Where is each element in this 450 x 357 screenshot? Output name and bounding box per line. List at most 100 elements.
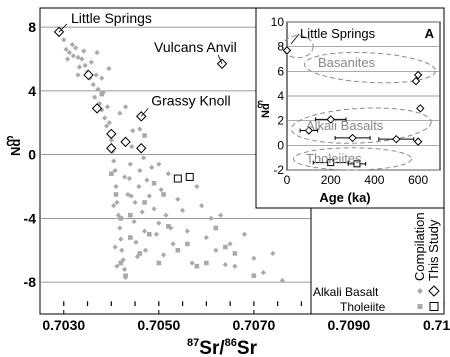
inset-x-tick-label: 600: [408, 173, 428, 187]
inset-y-tick-label: 6: [277, 64, 284, 78]
point-compilation-alkali-basalt: [170, 241, 176, 247]
point-compilation-alkali-basalt: [208, 215, 214, 221]
legend-header-compilation: Compilation: [412, 212, 427, 281]
point-study-alkali-basalt: [120, 136, 131, 148]
inset-y-axis-label-subscript: Nd: [260, 103, 272, 118]
point-study-tholeiite: [173, 174, 182, 183]
point-compilation-tholeiite: [194, 263, 200, 269]
legend: Compilation This Study Alkali Basalt Tho…: [310, 207, 445, 315]
main-y-tick-label: 4: [28, 83, 36, 99]
x-label-sr1: Sr/: [199, 338, 225, 357]
point-compilation-alkali-basalt: [76, 64, 83, 70]
main-x-tick-label: 0.7090: [328, 317, 371, 333]
point-compilation-alkali-basalt: [146, 193, 152, 199]
point-compilation-alkali-basalt: [90, 81, 96, 88]
point-compilation-alkali-basalt: [133, 239, 139, 245]
point-compilation-alkali-basalt: [165, 171, 171, 177]
point-compilation-alkali-basalt: [175, 196, 181, 202]
point-compilation-alkali-basalt: [137, 167, 143, 174]
inset-point-alkali-basalt: [392, 134, 401, 144]
inset-annotation-label: Tholeiites: [306, 151, 362, 166]
inset-point-tholeiite: [327, 159, 335, 167]
point-compilation-tholeiite: [161, 192, 166, 197]
point-compilation-alkali-basalt: [112, 244, 118, 250]
point-compilation-alkali-basalt: [92, 94, 98, 100]
point-compilation-tholeiite: [108, 171, 114, 177]
inset-y-tick-label: 4: [277, 89, 284, 103]
inset-panel-label: A: [425, 26, 435, 41]
point-compilation-alkali-basalt: [141, 228, 148, 234]
point-compilation-alkali-basalt: [270, 250, 276, 257]
point-study-alkali-basalt: [216, 58, 228, 69]
point-compilation-alkali-basalt: [194, 183, 200, 190]
point-compilation-alkali-basalt: [179, 207, 186, 214]
inset-field-ellipse: [304, 51, 437, 84]
point-compilation-alkali-basalt: [117, 110, 123, 116]
point-compilation-tholeiite: [166, 224, 171, 229]
annotation-leader-line: [217, 54, 223, 64]
point-compilation-alkali-basalt: [93, 72, 99, 78]
main-y-tick-label: -4: [24, 210, 37, 226]
point-compilation-alkali-basalt: [160, 252, 167, 258]
point-compilation-tholeiite: [151, 181, 157, 186]
point-compilation-alkali-basalt: [130, 128, 136, 134]
point-study-alkali-basalt: [136, 143, 147, 154]
point-compilation-tholeiite: [137, 251, 143, 256]
point-compilation-alkali-basalt: [151, 206, 157, 212]
point-compilation-tholeiite: [99, 91, 105, 97]
point-compilation-alkali-basalt: [218, 212, 224, 218]
point-compilation-alkali-basalt: [119, 247, 125, 253]
point-compilation-alkali-basalt: [132, 199, 138, 206]
inset-y-tick-label: 8: [277, 40, 284, 54]
point-compilation-tholeiite: [118, 216, 124, 221]
point-compilation-alkali-basalt: [153, 231, 160, 237]
point-compilation-alkali-basalt: [114, 199, 120, 206]
main-data-points: [53, 26, 285, 284]
inset-field-ellipses: [282, 35, 437, 171]
point-compilation-alkali-basalt: [222, 261, 228, 268]
inset-point-alkali-basalt: [326, 115, 335, 124]
inset-y-tick-label: -2: [273, 163, 284, 177]
main-x-tick-label: 0.7070: [232, 317, 275, 333]
point-compilation-alkali-basalt: [131, 218, 137, 225]
point-compilation-alkali-basalt: [79, 56, 85, 62]
legend-box: [310, 207, 445, 315]
point-compilation-alkali-basalt: [99, 107, 105, 113]
point-compilation-alkali-basalt: [189, 260, 195, 266]
point-compilation-alkali-basalt: [141, 155, 147, 161]
point-compilation-tholeiite: [128, 235, 133, 240]
inset-y-axis-label-epsilon: ε: [257, 95, 263, 111]
point-compilation-alkali-basalt: [122, 104, 129, 110]
point-compilation-alkali-basalt: [213, 247, 219, 253]
main-y-tick-label: 8: [28, 19, 36, 35]
point-study-tholeiite: [185, 172, 194, 181]
point-compilation-tholeiite: [128, 212, 133, 218]
point-compilation-alkali-basalt: [61, 37, 67, 43]
main-x-axis-label: 87Sr/86Sr: [187, 337, 258, 357]
point-compilation-alkali-basalt: [203, 234, 209, 241]
point-compilation-tholeiite: [147, 232, 152, 237]
point-compilation-tholeiite: [251, 273, 257, 279]
point-compilation-alkali-basalt: [184, 228, 190, 234]
point-compilation-alkali-basalt: [122, 266, 128, 272]
inset-x-tick-label: 200: [321, 173, 341, 187]
point-compilation-tholeiite: [223, 244, 228, 250]
point-compilation-alkali-basalt: [158, 187, 164, 193]
point-compilation-alkali-basalt: [117, 225, 123, 231]
legend-header-this-study: This Study: [426, 219, 441, 281]
annotation-label: Vulcans Anvil: [154, 39, 237, 55]
inset-annotation-label: Alkali Basalts: [306, 118, 384, 133]
point-compilation-alkali-basalt: [251, 255, 257, 261]
legend-compilation-tholeiite-marker: [417, 304, 423, 309]
point-compilation-alkali-basalt: [139, 209, 145, 215]
point-compilation-alkali-basalt: [144, 177, 150, 183]
inset-point-tholeiite: [353, 160, 361, 168]
inset-y-tick-label: 0: [277, 138, 284, 152]
main-y-tick-label: 0: [28, 147, 36, 163]
point-compilation-tholeiite: [213, 225, 219, 231]
point-compilation-alkali-basalt: [108, 137, 114, 143]
